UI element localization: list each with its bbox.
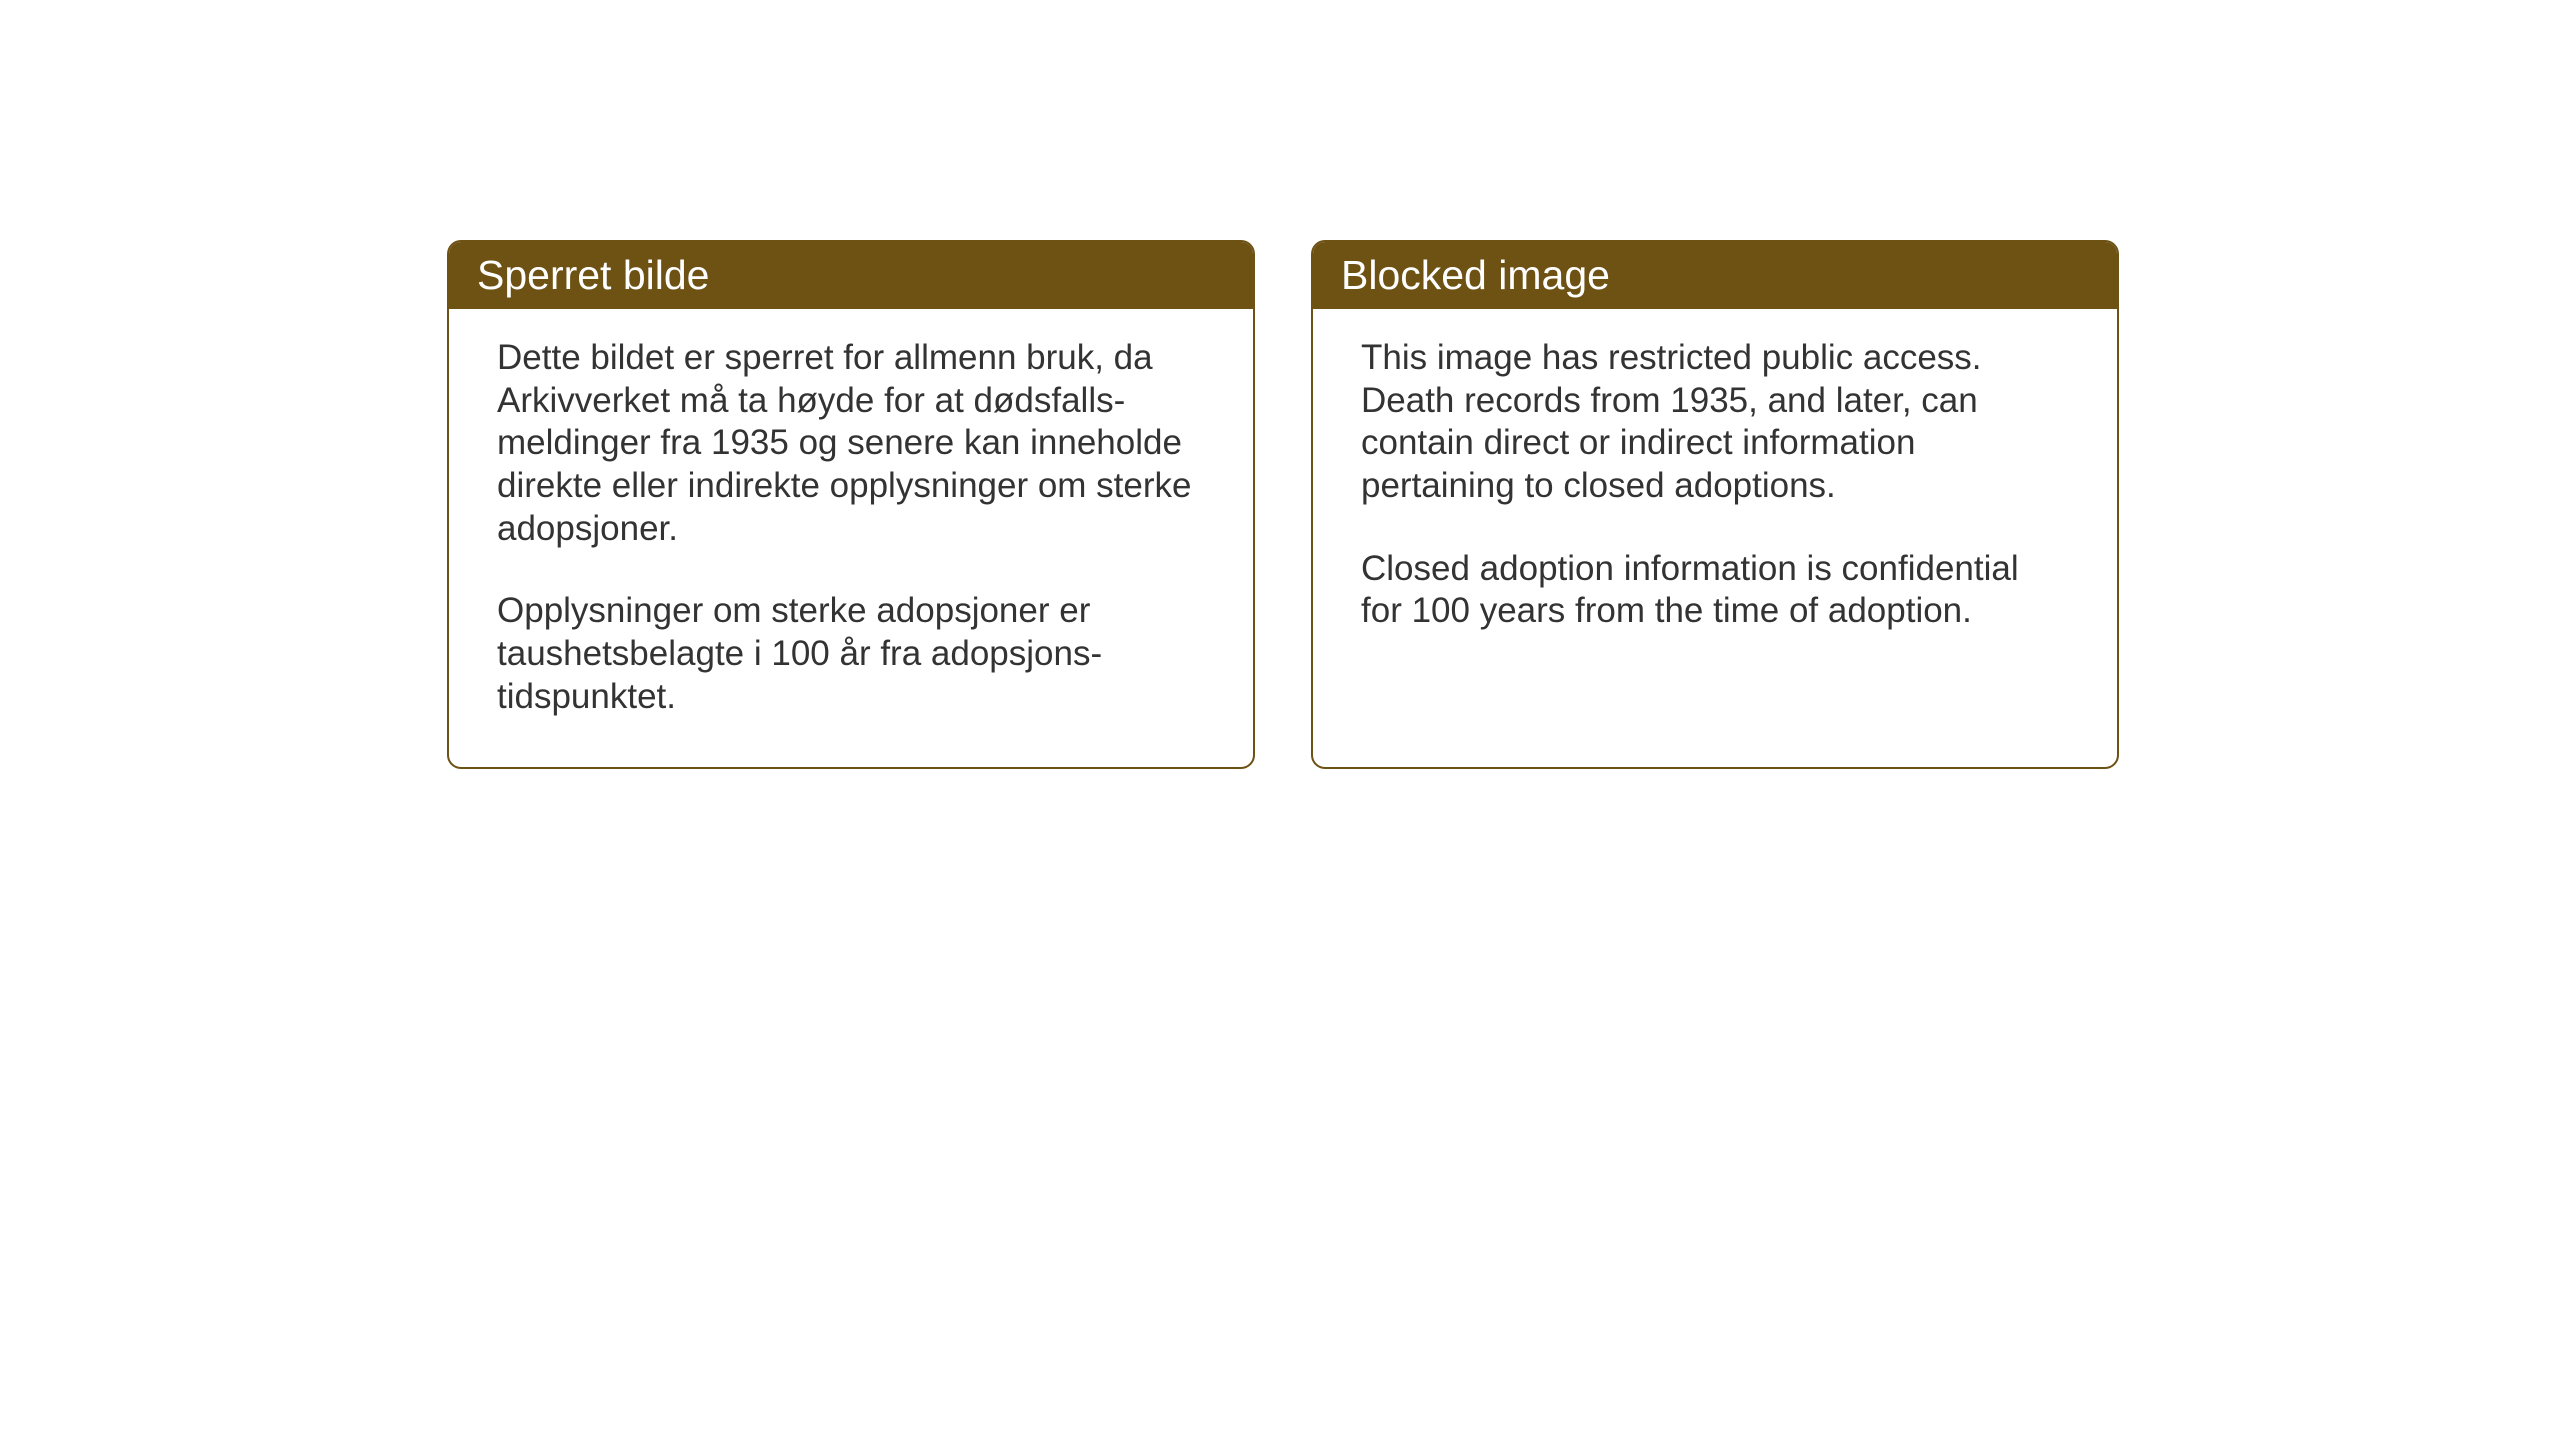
english-card-title: Blocked image: [1313, 242, 2117, 309]
norwegian-notice-card: Sperret bilde Dette bildet er sperret fo…: [447, 240, 1255, 769]
english-paragraph-1: This image has restricted public access.…: [1361, 337, 2069, 508]
notice-container: Sperret bilde Dette bildet er sperret fo…: [447, 240, 2119, 769]
norwegian-card-title: Sperret bilde: [449, 242, 1253, 309]
english-card-body: This image has restricted public access.…: [1313, 309, 2117, 681]
norwegian-card-body: Dette bildet er sperret for allmenn bruk…: [449, 309, 1253, 767]
english-paragraph-2: Closed adoption information is confident…: [1361, 548, 2069, 633]
english-notice-card: Blocked image This image has restricted …: [1311, 240, 2119, 769]
norwegian-paragraph-1: Dette bildet er sperret for allmenn bruk…: [497, 337, 1205, 550]
norwegian-paragraph-2: Opplysninger om sterke adopsjoner er tau…: [497, 590, 1205, 718]
